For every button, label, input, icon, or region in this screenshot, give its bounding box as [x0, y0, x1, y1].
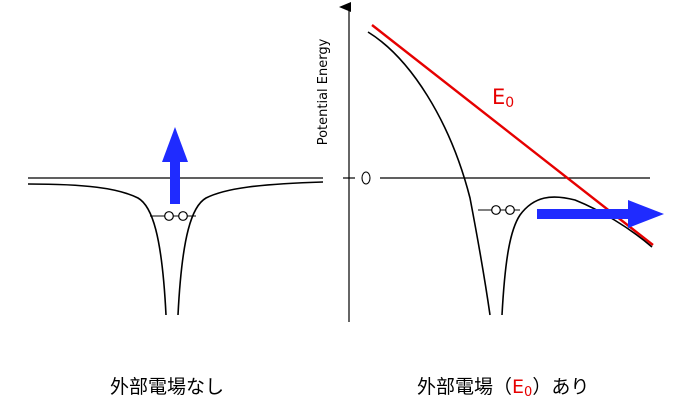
right-potential-diagram: Potential Energy E0 — [316, 2, 664, 322]
left-electron-2 — [178, 211, 188, 221]
left-caption: 外部電場なし — [110, 376, 225, 398]
right-electron-1 — [491, 205, 501, 215]
applied-field-line — [371, 24, 654, 246]
right-caption-before: 外部電場（ — [417, 376, 513, 398]
right-caption-field: E0 — [512, 376, 533, 400]
field-label: E0 — [492, 85, 514, 111]
right-tilted-well-curve — [367, 31, 653, 316]
left-potential-diagram — [27, 127, 324, 316]
right-caption: 外部電場（E0）あり — [417, 372, 589, 400]
y-axis-label: Potential Energy — [316, 38, 331, 145]
tunneling-arrow-right — [537, 200, 664, 228]
right-electron-2 — [505, 205, 515, 215]
zero-label — [361, 171, 371, 185]
left-emission-arrow-up — [162, 127, 188, 204]
left-coulomb-well-curve — [27, 181, 324, 316]
left-electron-1 — [164, 211, 174, 221]
right-caption-after: ）あり — [532, 376, 590, 398]
